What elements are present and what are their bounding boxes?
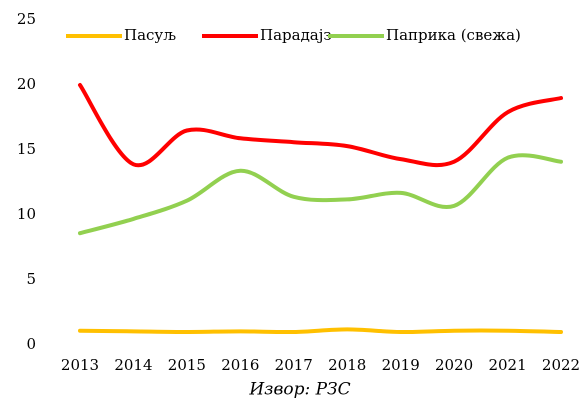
series-line: [78, 83, 563, 168]
y-tick-label: 10: [17, 205, 36, 223]
x-tick-label: 2014: [114, 356, 152, 374]
x-tick-label: 2019: [382, 356, 420, 374]
x-tick-label: 2017: [275, 356, 313, 374]
legend-label: Парадајз: [260, 26, 332, 44]
x-tick-label: 2022: [542, 356, 580, 374]
x-tick-label: 2020: [435, 356, 473, 374]
x-tick-label: 2015: [168, 356, 206, 374]
x-tick-label: 2018: [328, 356, 366, 374]
x-tick-label: 2021: [488, 356, 526, 374]
x-tick-label: 2013: [61, 356, 99, 374]
y-tick-label: 5: [26, 270, 36, 288]
y-tick-label: 25: [17, 10, 36, 28]
y-tick-label: 0: [26, 335, 36, 353]
series-line: [78, 327, 563, 335]
legend-label: Паприка (свежа): [386, 26, 521, 44]
source-note: Извор: РЗС: [248, 380, 350, 400]
y-tick-label: 20: [17, 75, 36, 93]
x-tick-label: 2016: [221, 356, 259, 374]
legend-label: Пасуљ: [124, 26, 176, 44]
y-tick-label: 15: [17, 140, 36, 158]
series-line: [78, 153, 563, 236]
